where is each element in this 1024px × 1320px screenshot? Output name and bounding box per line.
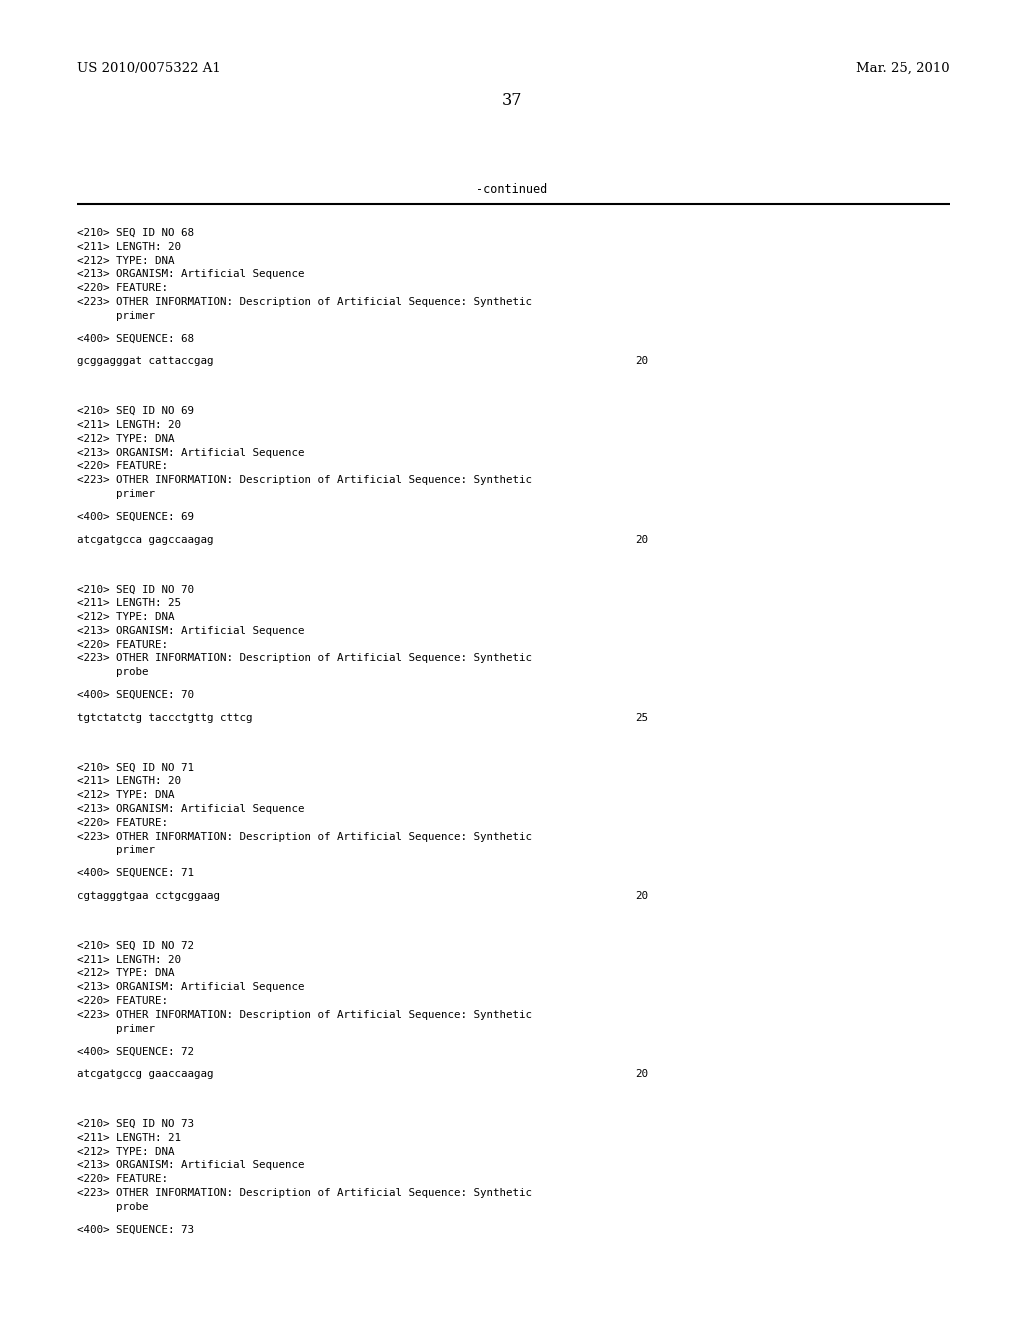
Text: tgtctatctg taccctgttg cttcg: tgtctatctg taccctgttg cttcg: [77, 713, 253, 723]
Text: <212> TYPE: DNA: <212> TYPE: DNA: [77, 1147, 174, 1156]
Text: <220> FEATURE:: <220> FEATURE:: [77, 818, 168, 828]
Text: gcggagggat cattaccgag: gcggagggat cattaccgag: [77, 356, 213, 367]
Text: 37: 37: [502, 92, 522, 110]
Text: <220> FEATURE:: <220> FEATURE:: [77, 1175, 168, 1184]
Text: <212> TYPE: DNA: <212> TYPE: DNA: [77, 969, 174, 978]
Text: <210> SEQ ID NO 68: <210> SEQ ID NO 68: [77, 228, 194, 238]
Text: <213> ORGANISM: Artificial Sequence: <213> ORGANISM: Artificial Sequence: [77, 1160, 304, 1171]
Text: <400> SEQUENCE: 71: <400> SEQUENCE: 71: [77, 869, 194, 878]
Text: <213> ORGANISM: Artificial Sequence: <213> ORGANISM: Artificial Sequence: [77, 269, 304, 280]
Text: 20: 20: [635, 356, 648, 367]
Text: <213> ORGANISM: Artificial Sequence: <213> ORGANISM: Artificial Sequence: [77, 982, 304, 993]
Text: primer: primer: [77, 1023, 155, 1034]
Text: <220> FEATURE:: <220> FEATURE:: [77, 640, 168, 649]
Text: 25: 25: [635, 713, 648, 723]
Text: <211> LENGTH: 25: <211> LENGTH: 25: [77, 598, 181, 609]
Text: <212> TYPE: DNA: <212> TYPE: DNA: [77, 256, 174, 265]
Text: <210> SEQ ID NO 71: <210> SEQ ID NO 71: [77, 763, 194, 772]
Text: <400> SEQUENCE: 72: <400> SEQUENCE: 72: [77, 1047, 194, 1056]
Text: <220> FEATURE:: <220> FEATURE:: [77, 284, 168, 293]
Text: <223> OTHER INFORMATION: Description of Artificial Sequence: Synthetic: <223> OTHER INFORMATION: Description of …: [77, 832, 532, 842]
Text: Mar. 25, 2010: Mar. 25, 2010: [856, 62, 950, 75]
Text: atcgatgccg gaaccaagag: atcgatgccg gaaccaagag: [77, 1069, 213, 1080]
Text: cgtagggtgaa cctgcggaag: cgtagggtgaa cctgcggaag: [77, 891, 220, 902]
Text: <223> OTHER INFORMATION: Description of Artificial Sequence: Synthetic: <223> OTHER INFORMATION: Description of …: [77, 475, 532, 486]
Text: <223> OTHER INFORMATION: Description of Artificial Sequence: Synthetic: <223> OTHER INFORMATION: Description of …: [77, 1188, 532, 1199]
Text: <211> LENGTH: 20: <211> LENGTH: 20: [77, 420, 181, 430]
Text: <211> LENGTH: 20: <211> LENGTH: 20: [77, 776, 181, 787]
Text: <210> SEQ ID NO 70: <210> SEQ ID NO 70: [77, 585, 194, 594]
Text: <212> TYPE: DNA: <212> TYPE: DNA: [77, 434, 174, 444]
Text: probe: probe: [77, 1201, 148, 1212]
Text: <211> LENGTH: 20: <211> LENGTH: 20: [77, 242, 181, 252]
Text: <213> ORGANISM: Artificial Sequence: <213> ORGANISM: Artificial Sequence: [77, 626, 304, 636]
Text: <223> OTHER INFORMATION: Description of Artificial Sequence: Synthetic: <223> OTHER INFORMATION: Description of …: [77, 297, 532, 308]
Text: <400> SEQUENCE: 68: <400> SEQUENCE: 68: [77, 334, 194, 343]
Text: <400> SEQUENCE: 70: <400> SEQUENCE: 70: [77, 690, 194, 700]
Text: 20: 20: [635, 535, 648, 545]
Text: <220> FEATURE:: <220> FEATURE:: [77, 997, 168, 1006]
Text: primer: primer: [77, 845, 155, 855]
Text: <220> FEATURE:: <220> FEATURE:: [77, 462, 168, 471]
Text: primer: primer: [77, 310, 155, 321]
Text: -continued: -continued: [476, 183, 548, 195]
Text: 20: 20: [635, 891, 648, 902]
Text: <210> SEQ ID NO 73: <210> SEQ ID NO 73: [77, 1119, 194, 1129]
Text: <212> TYPE: DNA: <212> TYPE: DNA: [77, 612, 174, 622]
Text: <223> OTHER INFORMATION: Description of Artificial Sequence: Synthetic: <223> OTHER INFORMATION: Description of …: [77, 653, 532, 664]
Text: <213> ORGANISM: Artificial Sequence: <213> ORGANISM: Artificial Sequence: [77, 447, 304, 458]
Text: probe: probe: [77, 667, 148, 677]
Text: primer: primer: [77, 488, 155, 499]
Text: atcgatgcca gagccaagag: atcgatgcca gagccaagag: [77, 535, 213, 545]
Text: <212> TYPE: DNA: <212> TYPE: DNA: [77, 791, 174, 800]
Text: <211> LENGTH: 21: <211> LENGTH: 21: [77, 1133, 181, 1143]
Text: <210> SEQ ID NO 72: <210> SEQ ID NO 72: [77, 941, 194, 950]
Text: <400> SEQUENCE: 69: <400> SEQUENCE: 69: [77, 512, 194, 521]
Text: US 2010/0075322 A1: US 2010/0075322 A1: [77, 62, 221, 75]
Text: 20: 20: [635, 1069, 648, 1080]
Text: <223> OTHER INFORMATION: Description of Artificial Sequence: Synthetic: <223> OTHER INFORMATION: Description of …: [77, 1010, 532, 1020]
Text: <213> ORGANISM: Artificial Sequence: <213> ORGANISM: Artificial Sequence: [77, 804, 304, 814]
Text: <211> LENGTH: 20: <211> LENGTH: 20: [77, 954, 181, 965]
Text: <210> SEQ ID NO 69: <210> SEQ ID NO 69: [77, 407, 194, 416]
Text: <400> SEQUENCE: 73: <400> SEQUENCE: 73: [77, 1225, 194, 1234]
